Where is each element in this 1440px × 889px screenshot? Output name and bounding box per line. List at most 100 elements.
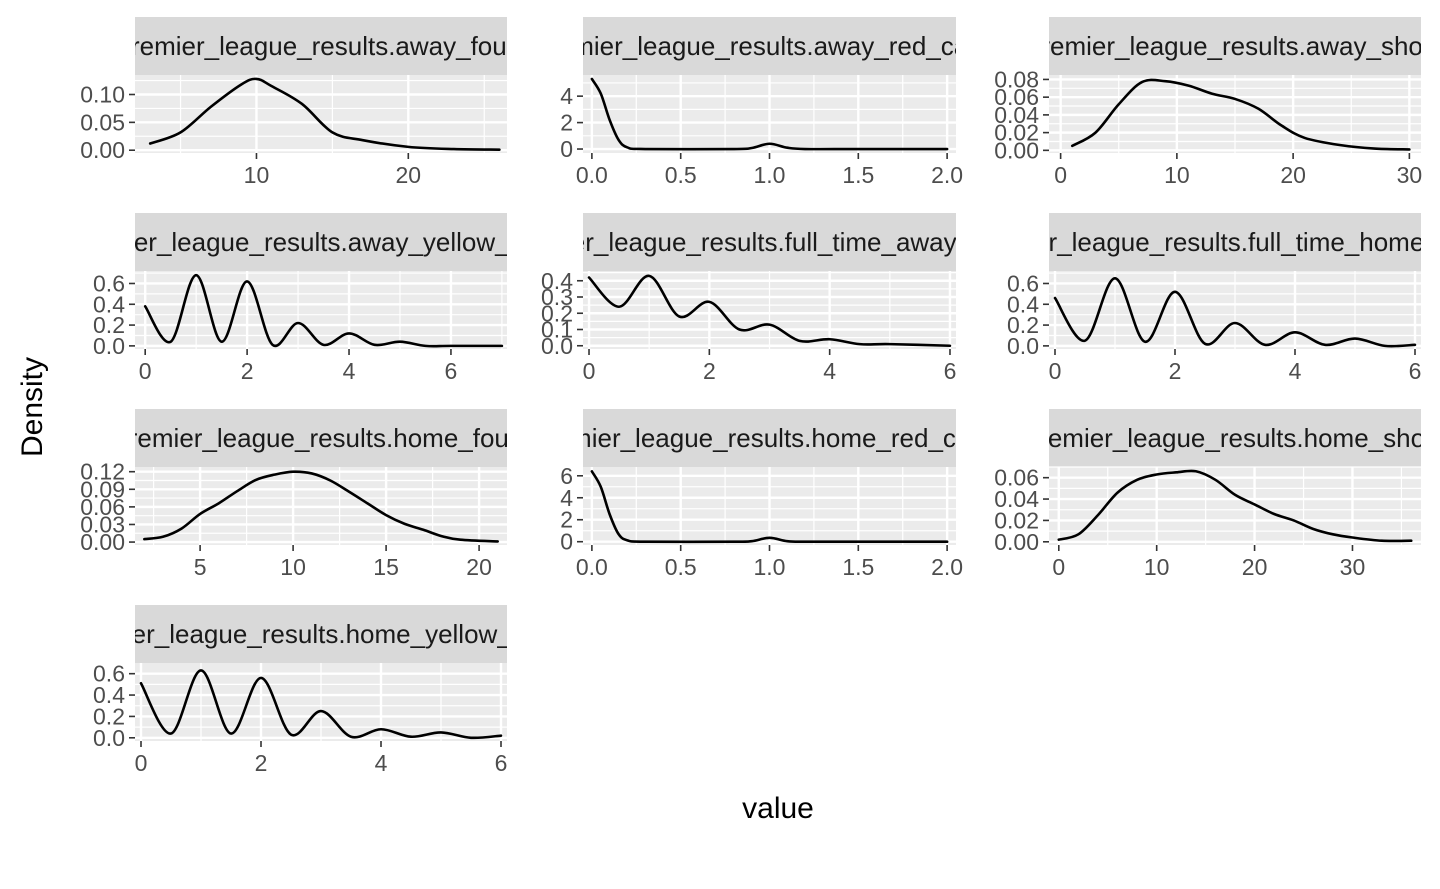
facet-strip-label: premier_league_results.away_yellow_cards <box>69 227 573 257</box>
y-tick-label: 0.6 <box>93 661 125 687</box>
y-tick-label: 0.04 <box>994 486 1039 512</box>
facet-panel: premier_league_results.home_red_cards 0.0… <box>560 409 963 580</box>
y-tick-label: 0.00 <box>80 137 125 163</box>
x-tick-label: 0 <box>1052 554 1065 580</box>
x-axis-title: value <box>742 792 814 825</box>
x-tick-label: 0 <box>583 358 596 384</box>
facet-strip <box>135 409 507 467</box>
x-tick-label: 0 <box>139 358 152 384</box>
density-curve <box>590 77 949 151</box>
facet-strip <box>135 213 507 271</box>
x-tick-label: 10 <box>1144 554 1170 580</box>
y-tick-label: 0.2 <box>93 312 125 338</box>
facet-strip <box>135 605 507 663</box>
y-tick-label: 0.12 <box>80 459 125 485</box>
y-tick-label: 2 <box>560 507 573 533</box>
density-curve <box>590 470 949 544</box>
y-tick-label: 0.2 <box>541 300 573 326</box>
y-tick-label: 0.00 <box>80 529 125 555</box>
x-tick-label: 2 <box>703 358 716 384</box>
x-tick-label: 4 <box>375 750 388 776</box>
y-tick-label: 0.02 <box>994 507 1039 533</box>
density-curve <box>143 470 499 543</box>
y-tick-label: 0.3 <box>541 284 573 310</box>
y-tick-label: 0.1 <box>541 317 573 343</box>
density-curve <box>148 77 501 151</box>
density-curve <box>143 273 504 348</box>
facet-panel: premier_league_results.away_red_cards 0.0… <box>535 17 1005 188</box>
x-tick-label: 0.0 <box>576 554 608 580</box>
facet-panel: premier_league_results.away_fouls 10 20 0.0… <box>80 17 525 188</box>
y-tick-label: 0.00 <box>994 529 1039 555</box>
facet-strip <box>583 409 956 467</box>
x-tick-label: 6 <box>445 358 458 384</box>
y-tick-label: 0.06 <box>994 465 1039 491</box>
y-tick-label: 6 <box>560 463 573 489</box>
facet-strip-label: premier_league_results.away_fouls <box>116 31 525 61</box>
y-tick-label: 4 <box>560 83 573 109</box>
x-tick-label: 30 <box>1397 162 1423 188</box>
facet-strip-label: premier_league_results.away_shots <box>1027 31 1440 61</box>
y-tick-label: 0.06 <box>994 84 1039 110</box>
y-tick-label: 0.04 <box>994 102 1039 128</box>
x-tick-label: 2.0 <box>931 162 963 188</box>
facet-strip-label: premier_league_results.full_time_home_go… <box>969 227 1440 257</box>
x-tick-label: 1.0 <box>754 162 786 188</box>
x-tick-label: 0.5 <box>665 554 697 580</box>
x-tick-label: 0.0 <box>576 162 608 188</box>
x-tick-label: 6 <box>944 358 957 384</box>
y-tick-label: 0 <box>560 136 573 162</box>
x-tick-label: 10 <box>1164 162 1190 188</box>
facet-panel: premier_league_results.away_shots 0 10 20 30… <box>994 17 1440 188</box>
y-tick-label: 0.02 <box>994 120 1039 146</box>
facet-strip-label: premier_league_results.away_red_cards <box>535 31 1005 61</box>
facet-strip-label: premier_league_results.home_fouls <box>114 423 527 453</box>
x-tick-label: 4 <box>1289 358 1302 384</box>
y-tick-label: 0.4 <box>93 291 125 317</box>
density-curve <box>587 274 952 348</box>
x-tick-label: 1.5 <box>842 162 874 188</box>
panel-background <box>135 75 507 153</box>
y-tick-label: 0.0 <box>541 333 573 359</box>
facet-strip <box>583 213 956 271</box>
y-tick-label: 0.0 <box>93 725 125 751</box>
y-tick-label: 0.4 <box>93 682 125 708</box>
y-tick-label: 0.05 <box>80 109 125 135</box>
x-tick-label: 6 <box>1409 358 1422 384</box>
facet-panel: premier_league_results.full_time_away_go… <box>541 213 957 384</box>
y-tick-label: 2 <box>560 110 573 136</box>
y-tick-label: 0.09 <box>80 476 125 502</box>
x-tick-label: 2 <box>1169 358 1182 384</box>
facet-strip <box>1049 213 1421 271</box>
y-tick-label: 0.6 <box>1007 270 1039 296</box>
facet-panel: premier_league_results.home_yellow_cards… <box>93 605 507 776</box>
y-tick-label: 0.00 <box>994 137 1039 163</box>
y-axis-title: Density <box>16 357 49 457</box>
y-tick-label: 0.10 <box>80 82 125 108</box>
density-curve <box>139 669 503 740</box>
facet-panel: premier_league_results.away_yellow_cards… <box>69 213 573 384</box>
y-tick-label: 0.4 <box>541 268 573 294</box>
x-tick-label: 20 <box>466 554 492 580</box>
facet-strip-label: premier_league_results.home_shots <box>1025 423 1440 453</box>
x-tick-label: 4 <box>343 358 356 384</box>
x-tick-label: 15 <box>373 554 399 580</box>
facet-strip <box>1049 409 1421 467</box>
x-tick-label: 5 <box>194 554 207 580</box>
facet-panel: premier_league_results.home_shots 0 10 20 30… <box>994 409 1440 580</box>
x-tick-label: 0 <box>1049 358 1062 384</box>
x-tick-label: 20 <box>1242 554 1268 580</box>
y-tick-label: 0.4 <box>1007 291 1039 317</box>
facet-panel: premier_league_results.full_time_home_go… <box>969 213 1440 384</box>
panel-background <box>1049 467 1421 545</box>
density-curve <box>1070 78 1411 151</box>
x-tick-label: 10 <box>244 162 270 188</box>
facet-strip <box>135 17 507 75</box>
x-tick-label: 20 <box>1280 162 1306 188</box>
x-tick-label: 20 <box>396 162 422 188</box>
y-tick-label: 0.06 <box>80 494 125 520</box>
x-tick-label: 0.5 <box>665 162 697 188</box>
y-tick-label: 0.2 <box>1007 312 1039 338</box>
